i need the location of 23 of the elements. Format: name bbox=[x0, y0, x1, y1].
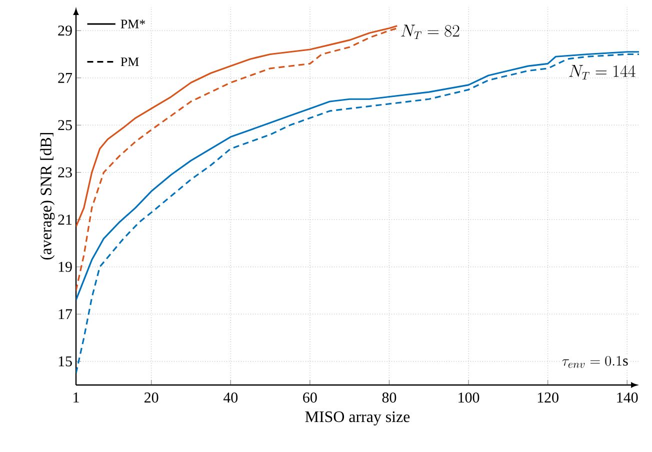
y-tick-label: 21 bbox=[58, 214, 72, 225]
x-tick-label: 100 bbox=[458, 392, 480, 403]
x-tick-label: 40 bbox=[223, 392, 238, 403]
x-tick-label: 140 bbox=[617, 392, 638, 403]
y-tick-label: 19 bbox=[58, 262, 72, 272]
y-tick-label: 15 bbox=[58, 356, 72, 366]
x-tick-label: 80 bbox=[382, 392, 396, 403]
annotation: $\tau_{env} = 0.1\mathrm{s}$ bbox=[562, 356, 628, 368]
y-tick-label: 23 bbox=[58, 167, 72, 178]
x-tick-label: 1 bbox=[74, 392, 79, 402]
x-tick-label: 20 bbox=[144, 392, 158, 403]
y-axis-title: (average) SNR [dB] bbox=[40, 133, 55, 260]
x-tick-label: 60 bbox=[303, 392, 317, 403]
y-tick-label: 29 bbox=[58, 26, 72, 36]
annotation: $N_T = 144$ bbox=[569, 65, 636, 80]
annotation: PM* bbox=[120, 20, 145, 28]
y-tick-label: 17 bbox=[58, 309, 72, 320]
y-tick-label: 27 bbox=[58, 72, 72, 83]
x-axis-title: MISO array size bbox=[305, 411, 410, 426]
annotation: $N_T = 82$ bbox=[401, 24, 460, 40]
annotation: PM bbox=[120, 58, 139, 66]
x-tick-label: 120 bbox=[538, 392, 558, 403]
y-tick-label: 25 bbox=[58, 120, 72, 130]
